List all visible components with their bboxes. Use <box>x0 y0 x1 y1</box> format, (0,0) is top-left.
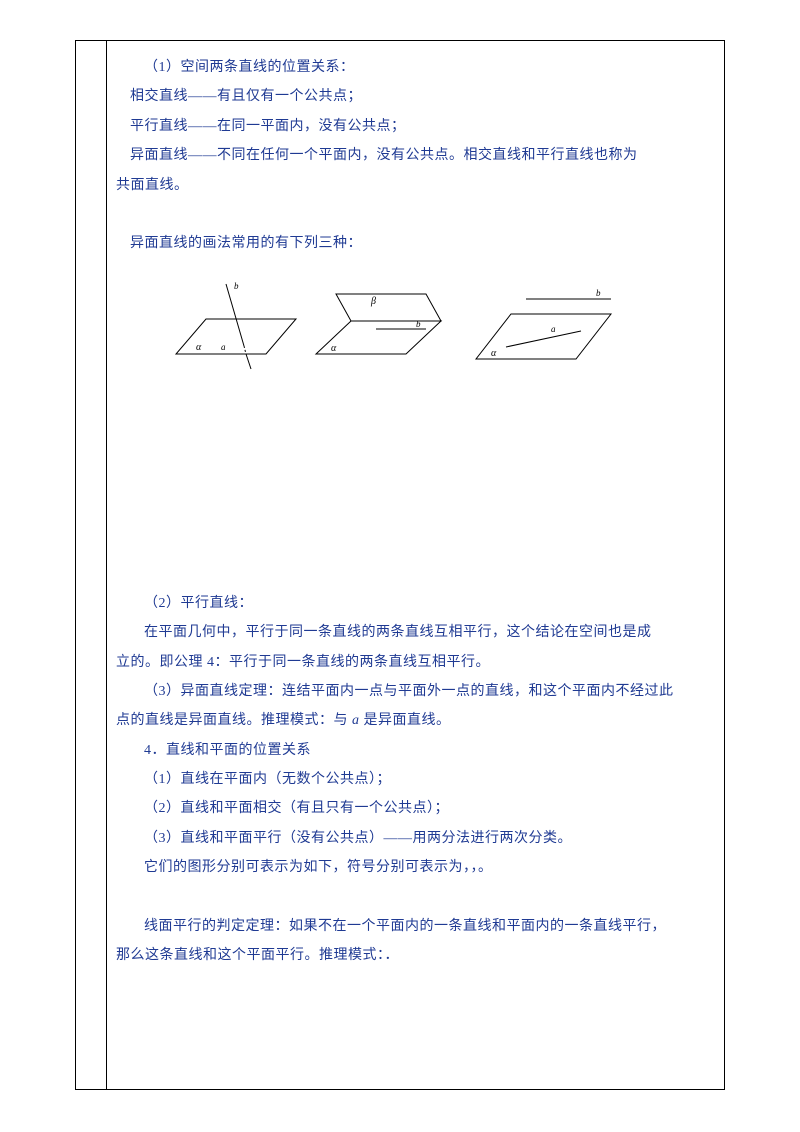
label-b: b <box>416 319 421 329</box>
variable-a: a <box>352 713 360 728</box>
text-line: （3）异面直线定理：连结平面内一点与平面外一点的直线，和这个平面内不经过此 <box>116 677 714 706</box>
text-line: 平行直线——在同一平面内，没有公共点； <box>116 112 714 141</box>
text-line: 相交直线——有且仅有一个公共点； <box>116 82 714 111</box>
text-line: （2）平行直线： <box>116 589 714 618</box>
content-area: （1）空间两条直线的位置关系： 相交直线——有且仅有一个公共点； 平行直线——在… <box>116 41 714 971</box>
text-line: 它们的图形分别可表示为如下，符号分别可表示为，，。 <box>116 853 714 882</box>
spacer <box>116 200 714 229</box>
figure-2: α β b <box>316 294 441 354</box>
text-line: 线面平行的判定定理：如果不在一个平面内的一条直线和平面内的一条直线平行， <box>116 912 714 941</box>
text-line: （3）直线和平面平行（没有公共点）——用两分法进行两次分类。 <box>116 824 714 853</box>
text-line: （1）空间两条直线的位置关系： <box>116 53 714 82</box>
page-border: （1）空间两条直线的位置关系： 相交直线——有且仅有一个公共点； 平行直线——在… <box>75 40 725 1090</box>
text-span: 是异面直线。 <box>360 713 451 728</box>
text-line: 共面直线。 <box>116 171 714 200</box>
spacer <box>116 883 714 912</box>
label-a: a <box>221 342 226 352</box>
label-beta: β <box>370 296 376 307</box>
figure-1: α a b <box>176 281 296 369</box>
margin-divider <box>106 41 107 1089</box>
text-line: 那么这条直线和这个平面平行。推理模式：． <box>116 941 714 970</box>
text-line: 在平面几何中，平行于同一条直线的两条直线互相平行，这个结论在空间也是成 <box>116 618 714 647</box>
text-line: 异面直线——不同在任何一个平面内，没有公共点。相交直线和平行直线也称为 <box>116 141 714 170</box>
label-alpha: α <box>491 348 497 359</box>
skew-line-figures: α a b α β b α a b <box>166 274 714 374</box>
label-b: b <box>234 281 239 291</box>
text-line: （1）直线在平面内（无数个公共点）； <box>116 765 714 794</box>
text-line: 立的。即公理 4：平行于同一条直线的两条直线互相平行。 <box>116 648 714 677</box>
spacer <box>116 389 714 589</box>
label-a: a <box>551 324 556 334</box>
text-span: 点的直线是异面直线。推理模式：与 <box>116 713 352 728</box>
text-line: 4．直线和平面的位置关系 <box>116 736 714 765</box>
label-alpha: α <box>196 342 202 353</box>
figure-3: α a b <box>476 288 611 359</box>
label-alpha: α <box>331 343 337 354</box>
text-line: （2）直线和平面相交（有且只有一个公共点）； <box>116 794 714 823</box>
text-line: 点的直线是异面直线。推理模式：与 a 是异面直线。 <box>116 706 714 735</box>
text-line: 异面直线的画法常用的有下列三种： <box>116 229 714 258</box>
label-b: b <box>596 288 601 298</box>
